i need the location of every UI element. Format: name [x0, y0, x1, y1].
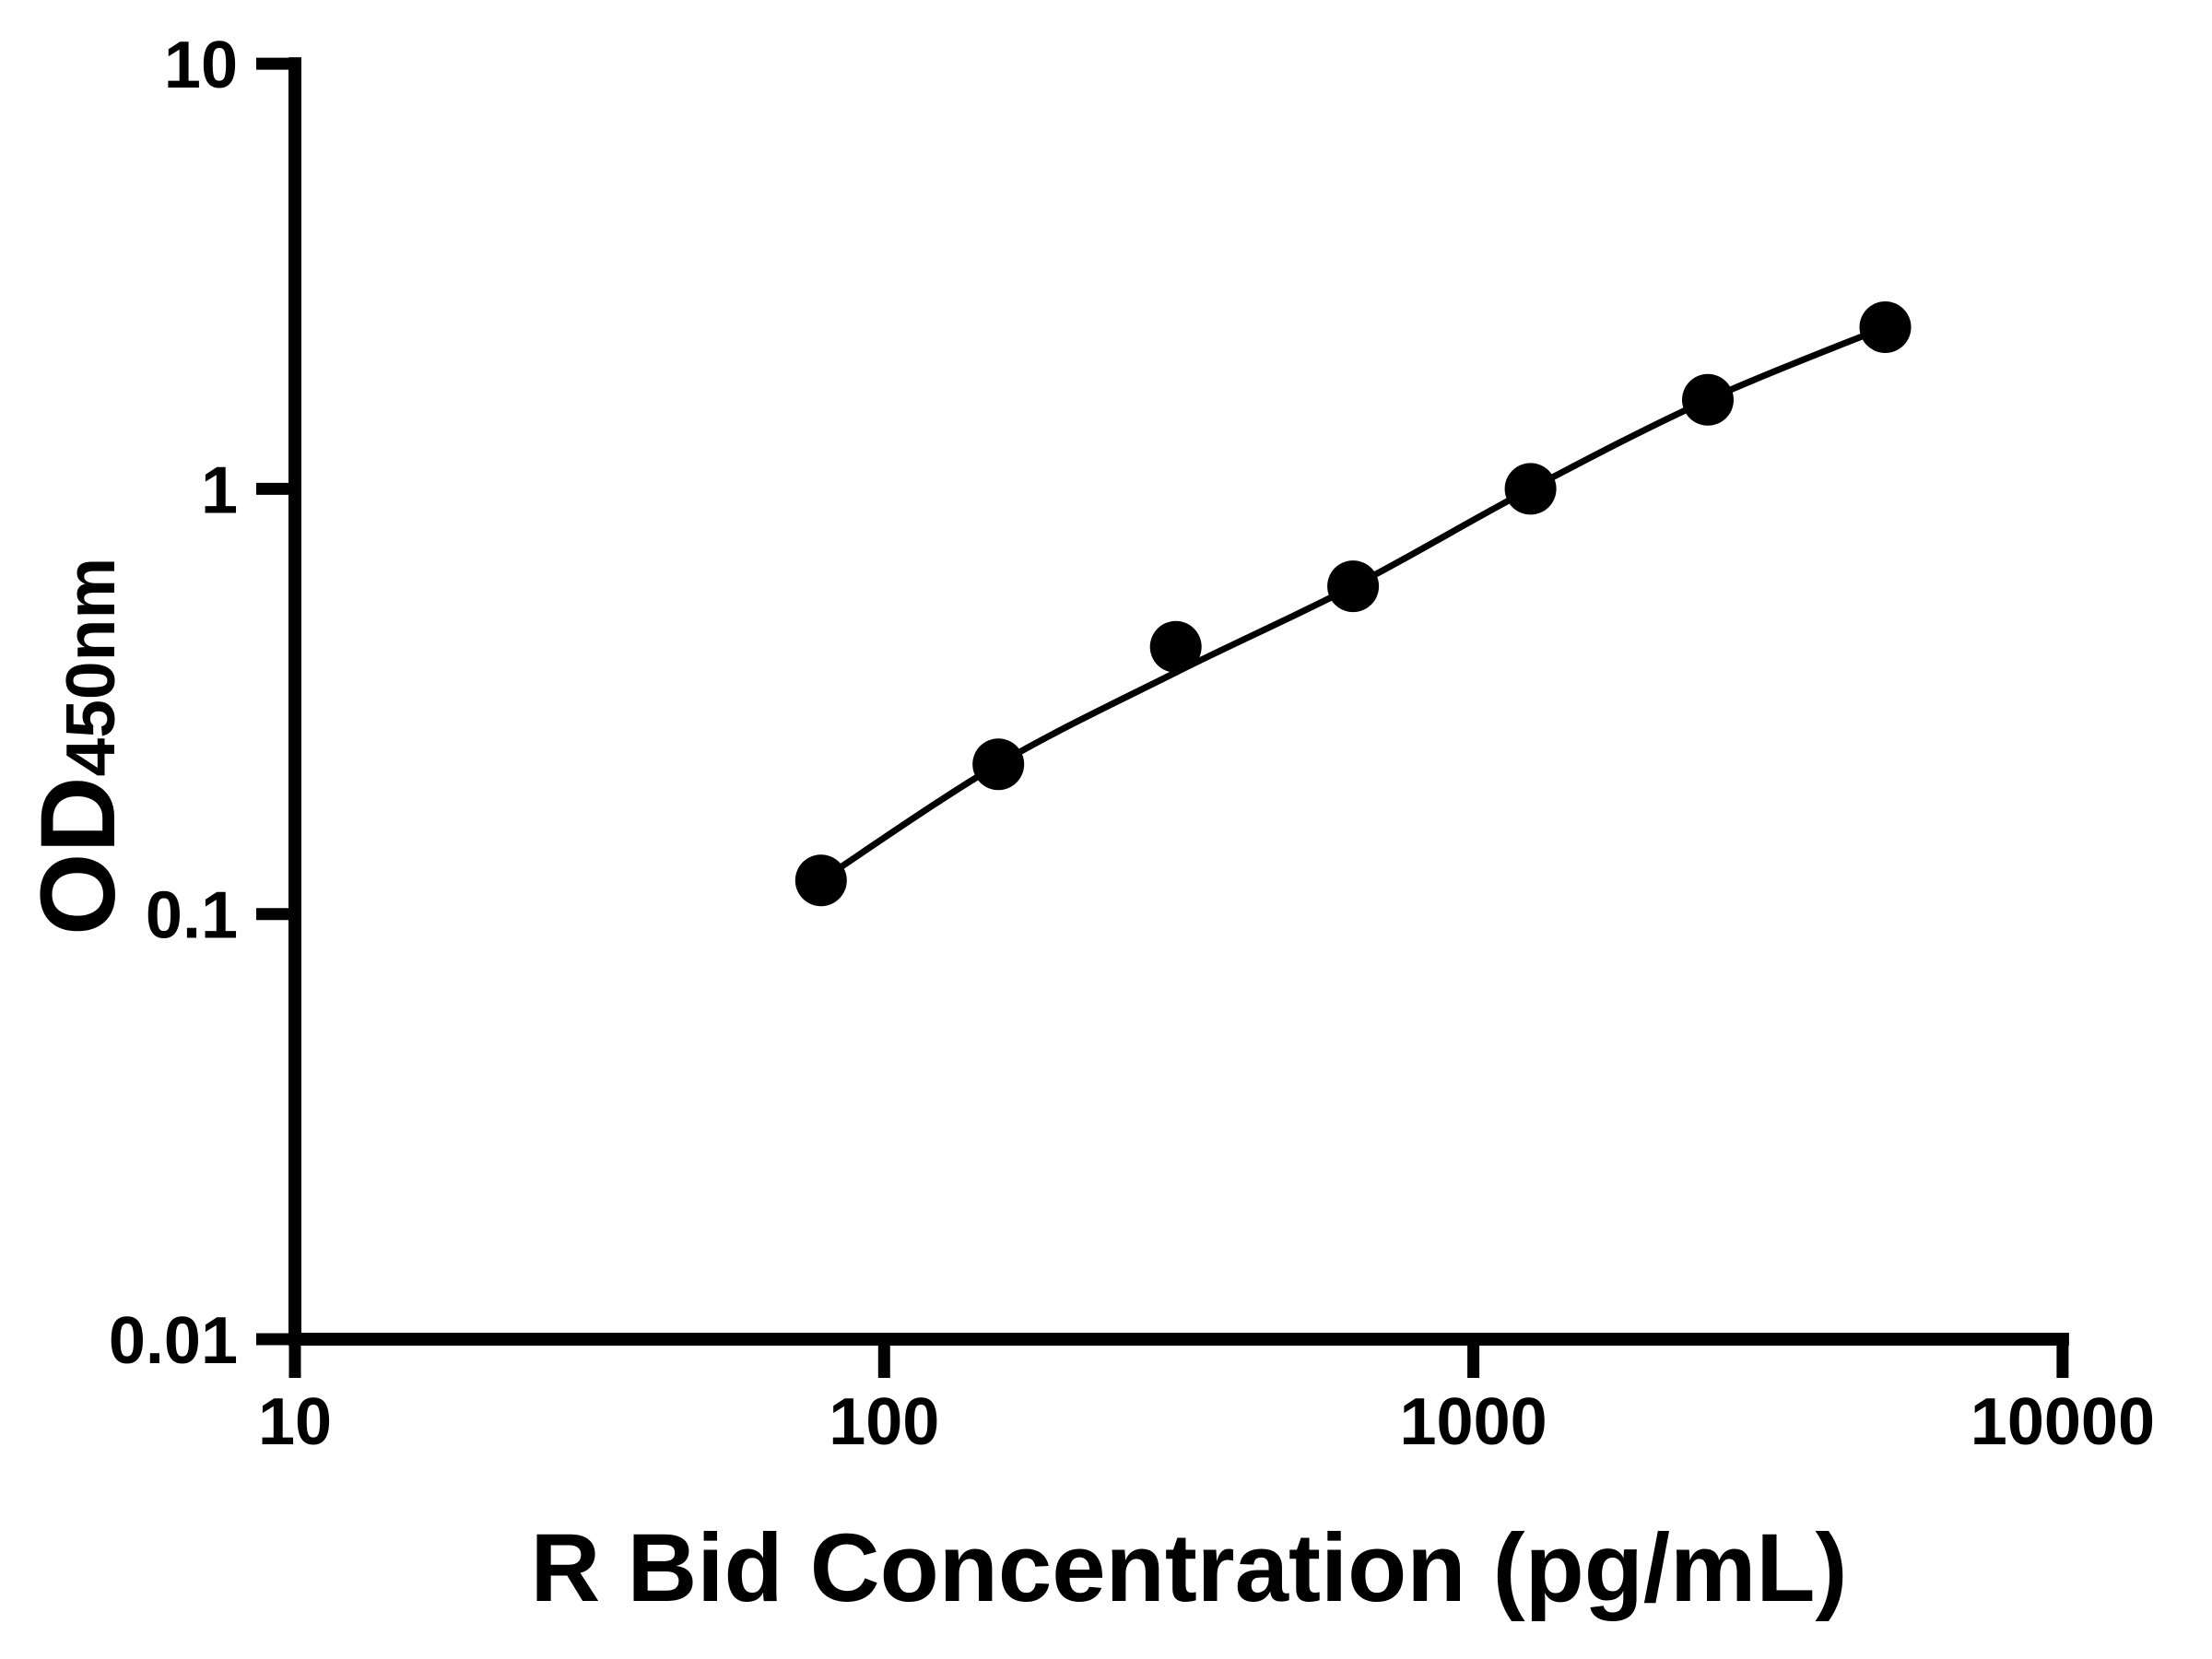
data-point	[1859, 301, 1912, 353]
y-axis-title-main: OD	[19, 777, 137, 936]
data-point	[1327, 560, 1380, 613]
y-tick-label: 10	[164, 29, 238, 102]
x-tick-label: 1000	[1400, 1385, 1547, 1459]
data-point	[794, 854, 847, 907]
data-point	[1682, 373, 1734, 426]
y-axis-title: OD450nm	[19, 558, 137, 935]
data-point	[1504, 463, 1557, 515]
x-tick-label: 10000	[1971, 1385, 2155, 1459]
data-points	[794, 301, 1912, 907]
y-tick-label: 0.1	[146, 879, 238, 953]
data-point	[1149, 620, 1202, 673]
x-axis-title: R Bid Concentration (pg/mL)	[530, 1514, 1847, 1622]
tick-labels: 0.01 0.1 1 10 10 100 1000 10000	[109, 29, 2155, 1459]
data-point	[972, 738, 1025, 791]
axes	[256, 57, 2069, 1378]
x-tick-label: 100	[829, 1385, 939, 1459]
y-axis-title-subscript: 450nm	[52, 558, 129, 777]
x-tick-label: 10	[258, 1385, 332, 1459]
y-tick-label: 0.01	[109, 1304, 238, 1378]
y-tick-label: 1	[201, 453, 238, 527]
